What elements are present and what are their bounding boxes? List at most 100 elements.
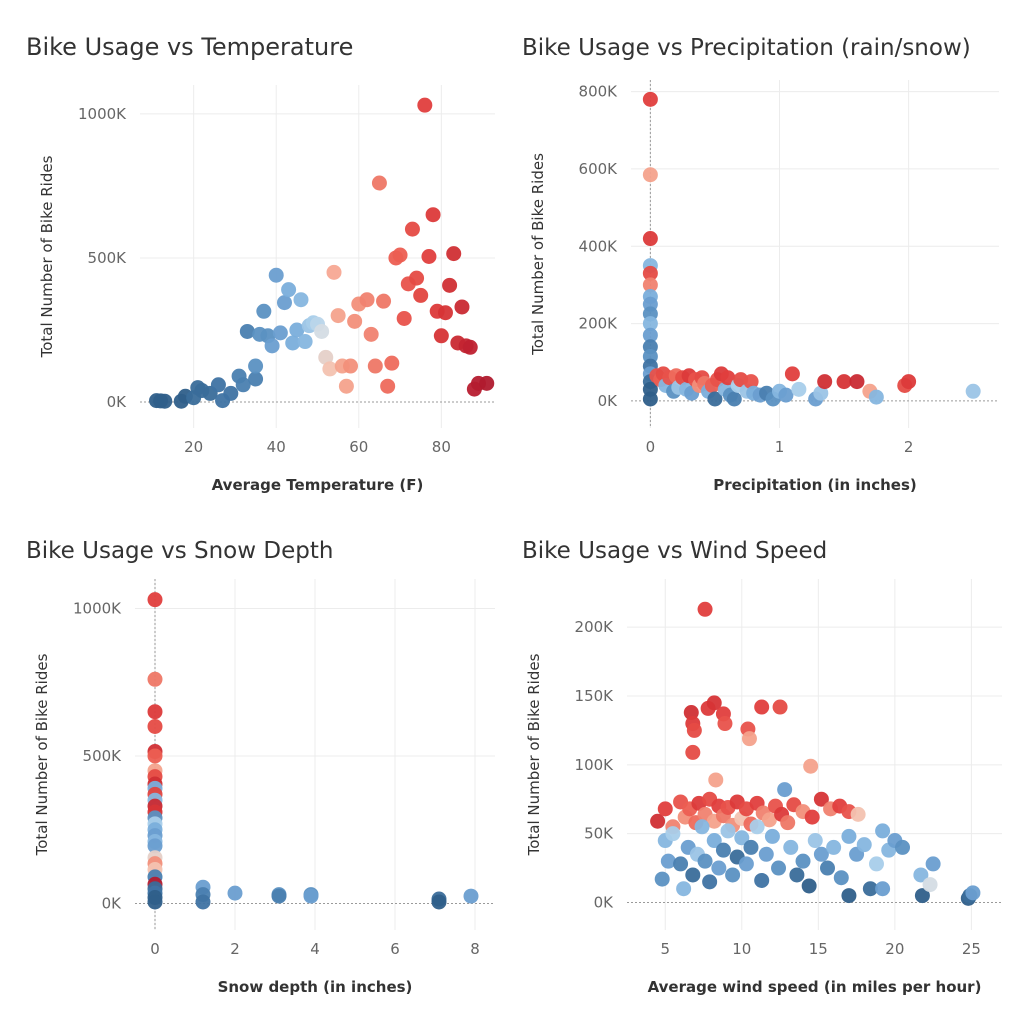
data-point [849, 374, 865, 390]
y-tick-label: 100K [575, 756, 615, 774]
data-point [683, 705, 699, 721]
data-point [813, 846, 829, 862]
y-tick-label: 1000K [73, 599, 122, 617]
data-point [741, 731, 757, 747]
data-point [901, 374, 917, 390]
data-point [413, 287, 429, 303]
data-point [380, 378, 396, 394]
data-point [856, 837, 872, 853]
data-point [271, 888, 287, 904]
data-point [734, 830, 750, 846]
data-point [272, 325, 288, 341]
data-point [686, 722, 702, 738]
data-point [738, 856, 754, 872]
data-point [841, 828, 857, 844]
data-point [715, 842, 731, 858]
y-tick-label: 400K [579, 237, 619, 255]
y-tick-label: 200K [579, 315, 619, 333]
data-point [784, 366, 800, 382]
data-point [642, 327, 658, 343]
data-point [720, 823, 736, 839]
x-tick-label: 8 [470, 940, 480, 958]
data-point [875, 823, 891, 839]
y-axis-label: Total Number of Bike Rides [525, 653, 543, 856]
data-point [293, 292, 309, 308]
data-point [157, 393, 173, 409]
data-point [685, 867, 701, 883]
data-point [281, 282, 297, 298]
scatter-plot: 0 1 2 0K 200K 400K 600K 800K Precipitation (in i… [529, 80, 999, 494]
data-point [359, 292, 375, 308]
x-tick-label: 6 [390, 940, 400, 958]
data-point [711, 860, 727, 876]
data-point [875, 881, 891, 897]
data-point [694, 819, 710, 835]
data-point [442, 277, 458, 293]
data-point [367, 358, 383, 374]
data-point [454, 299, 470, 315]
scatter-plot: 0 2 4 6 8 0K 500K 1000K Snow depth (in inches) To… [33, 579, 495, 996]
x-axis-label: Snow depth (in inches) [218, 978, 413, 996]
y-tick-label: 200K [575, 618, 615, 636]
data-point [665, 826, 681, 842]
data-point [289, 322, 305, 338]
x-tick-label: 0 [646, 438, 656, 456]
chart-title: Bike Usage vs Snow Depth [26, 538, 334, 564]
data-point [248, 371, 264, 387]
x-axis-label: Average Temperature (F) [212, 476, 424, 494]
y-axis-label: Total Number of Bike Rides [33, 653, 51, 856]
data-point [913, 867, 929, 883]
data-point [642, 231, 658, 247]
data-point [965, 885, 981, 901]
data-point [147, 748, 163, 764]
data-point [660, 853, 676, 869]
data-point [697, 853, 713, 869]
data-point [925, 856, 941, 872]
data-point [462, 339, 478, 355]
y-tick-label: 0K [594, 893, 615, 911]
data-point [754, 872, 770, 888]
y-tick-label: 500K [88, 249, 128, 267]
data-point [147, 671, 163, 687]
x-tick-label: 2 [904, 438, 914, 456]
data-point [446, 246, 462, 262]
chart-panel-snow-depth: Bike Usage vs Snow Depth 0 2 4 6 8 0K 500K 1000… [0, 513, 507, 1027]
x-tick-label: 20 [885, 940, 904, 958]
data-point [813, 791, 829, 807]
data-point [783, 839, 799, 855]
data-point [868, 389, 884, 405]
data-point [363, 326, 379, 342]
data-point [965, 383, 981, 399]
x-tick-label: 60 [349, 438, 368, 456]
data-point [248, 358, 264, 374]
x-axis-label: Precipitation (in inches) [713, 476, 917, 494]
data-point [463, 888, 479, 904]
data-point [330, 308, 346, 324]
chart-panel-precipitation: Bike Usage vs Precipitation (rain/snow) … [507, 0, 1014, 513]
data-point [708, 772, 724, 788]
data-point [642, 316, 658, 332]
data-point [642, 277, 658, 293]
data-point [720, 370, 736, 386]
data-point [409, 270, 425, 286]
data-point [376, 293, 392, 309]
data-point [384, 355, 400, 371]
data-point [676, 881, 692, 897]
scatter-plot: 20 40 60 80 0K 500K 1000K Average Temperature (… [38, 85, 495, 494]
y-axis-label: Total Number of Bike Rides [529, 153, 547, 356]
data-point [673, 856, 689, 872]
data-point [706, 833, 722, 849]
data-point [239, 323, 255, 339]
data-point [147, 592, 163, 608]
data-point [642, 91, 658, 107]
data-point [813, 385, 829, 401]
data-point [285, 335, 301, 351]
data-point [914, 888, 930, 904]
data-point [795, 853, 811, 869]
x-tick-label: 1 [775, 438, 785, 456]
data-point [404, 221, 420, 237]
data-point [820, 860, 836, 876]
data-point [147, 894, 163, 910]
x-tick-label: 80 [432, 438, 451, 456]
data-point [777, 782, 793, 798]
